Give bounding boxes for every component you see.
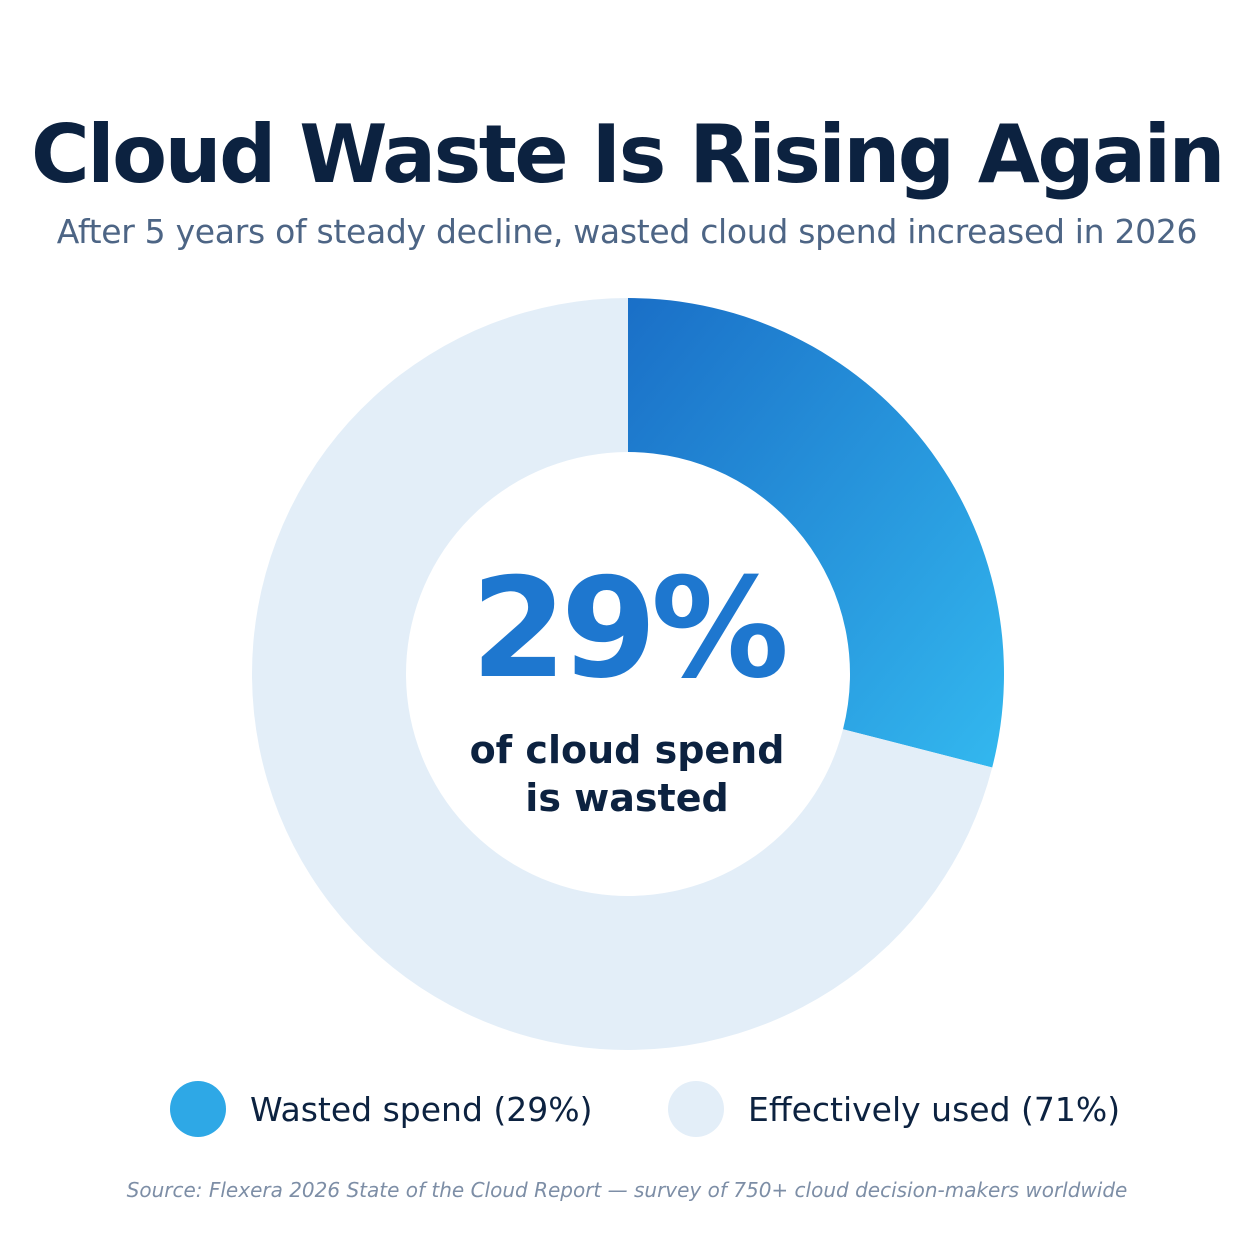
- legend-item-wasted: Wasted spend (29%): [170, 1080, 593, 1138]
- legend-swatch-used: [668, 1081, 724, 1137]
- center-caption-line1: of cloud spend: [469, 728, 785, 772]
- legend-swatch-wasted: [170, 1081, 226, 1137]
- legend-label-wasted: Wasted spend (29%): [250, 1089, 593, 1129]
- source-note: Source: Flexera 2026 State of the Cloud …: [126, 1178, 1128, 1202]
- legend-label-used: Effectively used (71%): [748, 1089, 1121, 1129]
- legend-item-used: Effectively used (71%): [668, 1080, 1120, 1138]
- center-percentage: 29%: [470, 548, 789, 709]
- chart-subtitle: After 5 years of steady decline, wasted …: [56, 212, 1198, 251]
- chart-title: Cloud Waste Is Rising Again: [31, 108, 1225, 201]
- slice-effectively-used: [251, 298, 993, 1050]
- center-caption-line2: is wasted: [525, 776, 729, 820]
- slice-wasted-spend: [628, 298, 1004, 768]
- donut-chart: [251, 298, 1004, 1050]
- center-caption: of cloud spend is wasted: [377, 726, 877, 822]
